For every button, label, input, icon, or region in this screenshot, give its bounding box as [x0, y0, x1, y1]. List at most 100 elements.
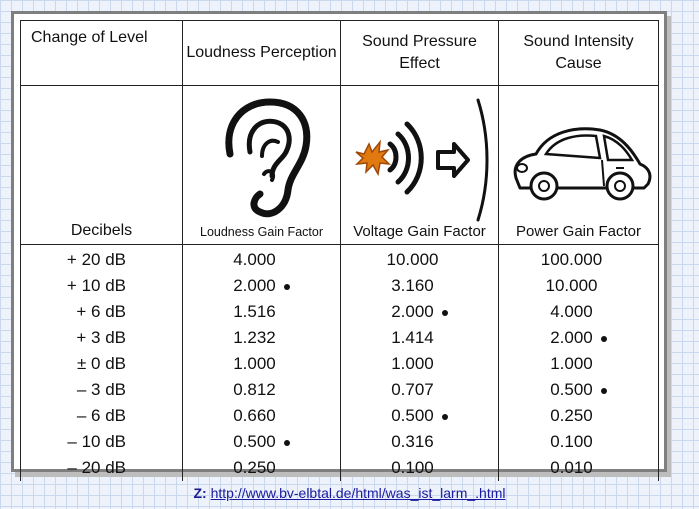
voltage-cell: 2.000: [340, 299, 499, 325]
power-cell: 2.000: [498, 325, 659, 351]
table-frame: Change of Level Loudness Perception Soun…: [11, 11, 667, 481]
cell-text: + 6 dB: [76, 302, 126, 321]
cell-text: 0.010: [550, 458, 593, 477]
header-sound-pressure-effect: Sound Pressure Effect: [340, 20, 499, 86]
car-icon: [499, 120, 658, 206]
decibel-cell: – 20 dB: [20, 455, 183, 481]
loudness-cell: 1.232: [182, 325, 341, 351]
bullet-dot: [441, 309, 448, 316]
header-loudness-perception: Loudness Perception: [182, 20, 341, 86]
cell-text: + 3 dB: [76, 328, 126, 347]
cell-text: 100.000: [540, 250, 603, 269]
source-link[interactable]: http://www.bv-elbtal.de/html/was_ist_lar…: [210, 485, 506, 501]
decibel-cell-value: – 3 dB: [21, 377, 182, 403]
loudness-gain-factor-label: Loudness Gain Factor: [200, 225, 323, 239]
header-sound-intensity-cause: Sound Intensity Cause: [498, 20, 659, 86]
decibel-cell-value: – 6 dB: [21, 403, 182, 429]
cell-text: 0.500: [550, 380, 593, 399]
cell-text: 0.316: [391, 432, 434, 451]
cell-text: – 3 dB: [76, 380, 126, 399]
power-cell: 10.000: [498, 273, 659, 299]
power-cell: 1.000: [498, 351, 659, 377]
table-sheet: Change of Level Loudness Perception Soun…: [20, 20, 659, 481]
power-cell-value: 10.000: [499, 273, 658, 299]
table-row: – 3 dB 0.812 0.707 0.500: [20, 377, 659, 403]
ear-cell: Loudness Gain Factor: [182, 85, 341, 245]
cell-text: 10.000: [386, 250, 439, 269]
power-cell: 0.010: [498, 455, 659, 481]
decibel-cell: – 3 dB: [20, 377, 183, 403]
cell-text: 1.414: [391, 328, 434, 347]
loudness-cell-value: 0.500: [183, 429, 340, 455]
voltage-cell: 0.707: [340, 377, 499, 403]
cell-text: 1.232: [233, 328, 276, 347]
cell-text: 1.000: [233, 354, 276, 373]
cell-text: – 6 dB: [76, 406, 126, 425]
cell-text: 0.100: [391, 458, 434, 477]
picture-row: Decibels Loudness Gain Factor: [20, 85, 659, 245]
cell-text: + 10 dB: [66, 276, 126, 295]
loudness-cell: 0.500: [182, 429, 341, 455]
voltage-cell: 1.000: [340, 351, 499, 377]
loudness-cell-value: 2.000: [183, 273, 340, 299]
voltage-cell-value: 0.100: [341, 455, 498, 481]
table-row: + 6 dB 1.516 2.000 4.000: [20, 299, 659, 325]
loudness-cell-value: 0.812: [183, 377, 340, 403]
bullet-dot: [283, 283, 290, 290]
table-row: + 3 dB 1.232 1.414 2.000: [20, 325, 659, 351]
decibels-cell: Decibels: [20, 85, 183, 245]
bullet-dot: [283, 439, 290, 446]
power-cell-value: 0.010: [499, 455, 658, 481]
cell-text: 2.000: [550, 328, 593, 347]
decibels-label: Decibels: [70, 222, 133, 239]
source-prefix: Z:: [193, 485, 207, 501]
loudness-cell-value: 1.516: [183, 299, 340, 325]
loudness-cell-value: 1.232: [183, 325, 340, 351]
voltage-cell-value: 2.000: [341, 299, 498, 325]
cell-text: 3.160: [391, 276, 434, 295]
power-cell: 0.250: [498, 403, 659, 429]
loudness-cell-value: 1.000: [183, 351, 340, 377]
decibel-cell-value: + 6 dB: [21, 299, 182, 325]
value-rows: + 20 dB 4.000 10.000 100.000 + 10 dB 2.000 3.1…: [20, 244, 659, 481]
cell-text: 2.000: [391, 302, 434, 321]
power-cell: 100.000: [498, 244, 659, 273]
voltage-cell: 0.500: [340, 403, 499, 429]
loudness-cell: 0.660: [182, 403, 341, 429]
sound-wave-icon: [341, 94, 498, 222]
cell-text: 0.812: [233, 380, 276, 399]
decibel-cell-value: ± 0 dB: [21, 351, 182, 377]
power-gain-factor-label: Power Gain Factor: [515, 223, 642, 240]
cell-text: + 20 dB: [66, 250, 126, 269]
loudness-cell: 2.000: [182, 273, 341, 299]
voltage-cell-value: 10.000: [341, 247, 498, 273]
voltage-cell-value: 0.707: [341, 377, 498, 403]
voltage-cell: 10.000: [340, 244, 499, 273]
power-cell: 0.100: [498, 429, 659, 455]
decibel-cell-value: + 20 dB: [21, 247, 182, 273]
voltage-cell-value: 1.414: [341, 325, 498, 351]
loudness-cell-value: 4.000: [183, 247, 340, 273]
power-cell: 0.500: [498, 377, 659, 403]
decibel-cell-value: – 10 dB: [21, 429, 182, 455]
decibel-cell: – 6 dB: [20, 403, 183, 429]
power-cell-value: 4.000: [499, 299, 658, 325]
cell-text: – 10 dB: [67, 432, 126, 451]
cell-text: 4.000: [233, 250, 276, 269]
cell-text: 0.100: [550, 432, 593, 451]
decibel-cell-value: + 3 dB: [21, 325, 182, 351]
cell-text: ± 0 dB: [76, 354, 126, 373]
table-row: – 20 dB 0.250 0.100 0.010: [20, 455, 659, 481]
power-cell-value: 0.100: [499, 429, 658, 455]
table-row: – 6 dB 0.660 0.500 0.250: [20, 403, 659, 429]
table-row: – 10 dB 0.500 0.316 0.100: [20, 429, 659, 455]
voltage-cell: 0.316: [340, 429, 499, 455]
table-row: ± 0 dB 1.000 1.000 1.000: [20, 351, 659, 377]
power-cell: 4.000: [498, 299, 659, 325]
loudness-cell: 4.000: [182, 244, 341, 273]
voltage-cell-value: 0.500: [341, 403, 498, 429]
voltage-cell: 3.160: [340, 273, 499, 299]
loudness-cell-value: 0.250: [183, 455, 340, 481]
decibel-cell: ± 0 dB: [20, 351, 183, 377]
power-cell-value: 0.500: [499, 377, 658, 403]
